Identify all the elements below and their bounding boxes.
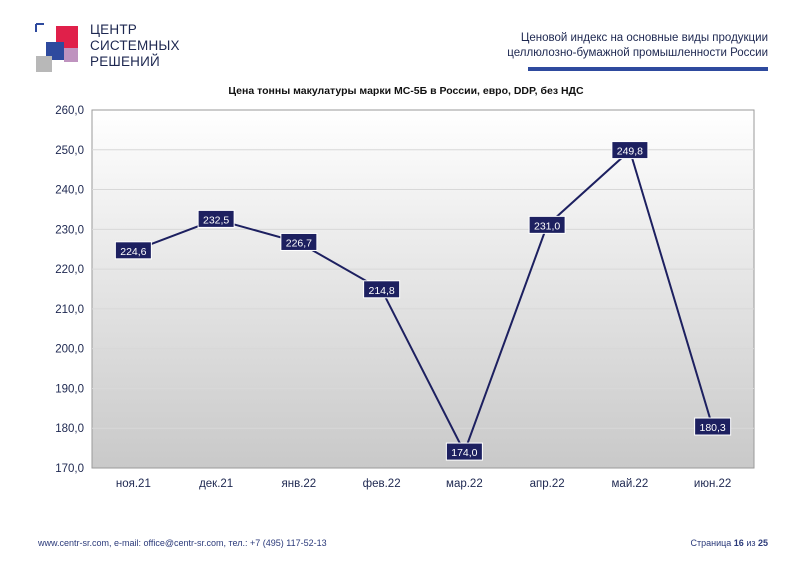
y-tick-label: 230,0	[55, 224, 84, 236]
document-title: Ценовой индекс на основные виды продукци…	[507, 31, 768, 61]
company-logo	[35, 23, 78, 72]
document-title-line2: целлюлозно-бумажной промышленности Росси…	[507, 47, 768, 59]
data-point-marker	[197, 209, 235, 228]
x-tick-label: апр.22	[530, 478, 565, 490]
data-label: 180,3	[699, 422, 725, 434]
y-tick-label: 180,0	[55, 423, 84, 435]
header-divider	[528, 67, 768, 71]
company-name: ЦЕНТР СИСТЕМНЫХ РЕШЕНИЙ	[90, 22, 180, 70]
data-point-marker	[528, 215, 566, 234]
page-prefix: Страница	[690, 538, 732, 548]
company-name-line1: ЦЕНТР	[90, 22, 137, 37]
x-tick-label: мар.22	[446, 478, 483, 490]
plot-area	[91, 109, 755, 469]
y-tick-label: 250,0	[55, 145, 84, 157]
data-point-marker	[445, 442, 483, 461]
data-label: 174,0	[451, 447, 477, 459]
x-tick-label: янв.22	[282, 478, 317, 490]
data-label: 226,7	[286, 237, 312, 249]
data-point-marker	[363, 280, 401, 299]
data-point-marker	[694, 417, 732, 436]
company-name-line2: СИСТЕМНЫХ	[90, 38, 180, 53]
chart-title: Цена тонны макулатуры марки МС-5Б в Росс…	[228, 85, 584, 97]
y-tick-label: 190,0	[55, 383, 84, 395]
data-point-marker	[280, 232, 318, 251]
data-label: 249,8	[617, 146, 643, 158]
y-tick-label: 200,0	[55, 344, 84, 356]
data-label: 232,5	[203, 214, 229, 226]
data-label: 231,0	[534, 220, 560, 232]
y-tick-label: 220,0	[55, 264, 84, 276]
document-title-line1: Ценовой индекс на основные виды продукци…	[520, 32, 768, 44]
y-tick-label: 170,0	[55, 463, 84, 475]
page-total: 25	[757, 538, 768, 548]
data-label: 214,8	[368, 285, 394, 297]
company-name-line3: РЕШЕНИЙ	[90, 54, 160, 69]
x-tick-label: фев.22	[363, 478, 401, 490]
data-label: 224,6	[120, 246, 146, 258]
footer-contacts: www.centr-sr.com, e-mail: office@centr-s…	[38, 538, 327, 548]
data-point-marker	[114, 241, 152, 260]
x-tick-label: дек.21	[199, 478, 233, 490]
data-point-marker	[611, 141, 649, 160]
y-tick-label: 240,0	[55, 185, 84, 197]
y-tick-label: 210,0	[55, 304, 84, 316]
x-tick-label: ноя.21	[116, 478, 151, 490]
page-number: 16	[733, 538, 744, 548]
y-tick-label: 260,0	[55, 105, 84, 117]
x-tick-label: июн.22	[694, 478, 731, 490]
x-tick-label: май.22	[612, 478, 649, 490]
page-indicator: Страница 16 из 25	[690, 538, 768, 548]
page-separator: из	[746, 538, 756, 548]
